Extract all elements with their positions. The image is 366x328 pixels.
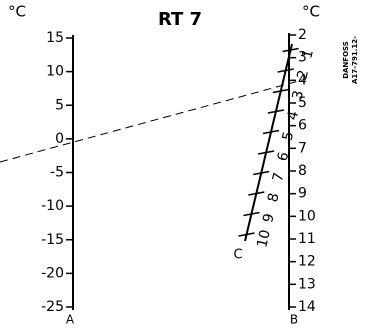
tick-label: 8 [298,163,307,179]
tick-label: 5 [280,130,298,142]
tick [267,109,285,114]
code-line: DANFOSS [342,41,350,79]
tick-label: 0 [55,131,64,147]
tick-label: 12 [298,254,316,270]
tick-label: 15 [46,30,64,46]
reading-line [0,78,307,163]
tick [262,129,280,135]
axis-name-b: B [290,313,298,327]
code-line: A17-791.12- [351,36,359,84]
axis-c [244,43,293,242]
tick [282,47,299,53]
tick-label: 2 [294,69,312,81]
tick [257,150,275,155]
tick [277,68,294,73]
axis-name-c: C [233,248,242,263]
tick-label: 3 [298,50,307,66]
tick-label: 7 [270,171,288,183]
tick-label: -15 [41,232,64,248]
title: RT 7 [158,9,202,30]
tick-label: 1 [299,48,317,60]
tick [243,211,260,217]
tick-label: 4 [298,72,307,88]
tick-label: 7 [298,140,307,156]
tick-label: 14 [298,299,316,315]
code-block: DANFOSS A17-791.12- [342,36,359,84]
tick-label: 10 [254,228,274,249]
tick-label: 5 [55,97,64,113]
tick-label: 5 [298,95,307,111]
tick [248,191,265,196]
tick-label: 3 [289,89,307,101]
tick-label: 11 [298,231,316,247]
tick-label: 10 [298,208,316,224]
tick-label: 6 [275,150,293,162]
tick-label: -20 [41,265,64,281]
tick [253,170,270,176]
tick-label: 4 [285,109,303,121]
tick-label: -10 [41,198,64,214]
tick-label: 6 [298,118,307,134]
tick-label: 10 [46,64,64,80]
tick-label: 8 [265,192,283,204]
tick-label: -25 [41,299,64,315]
axis-name-a: A [66,313,75,327]
unit-b: °C [302,3,320,21]
unit-a: °C [8,3,26,21]
tick-label: 9 [260,212,278,224]
tick-label: 9 [298,186,307,202]
tick-label: 13 [298,276,316,292]
tick-label: 2 [298,27,307,43]
tick [272,88,289,94]
tick-label: -5 [50,165,64,181]
tick [238,232,255,237]
